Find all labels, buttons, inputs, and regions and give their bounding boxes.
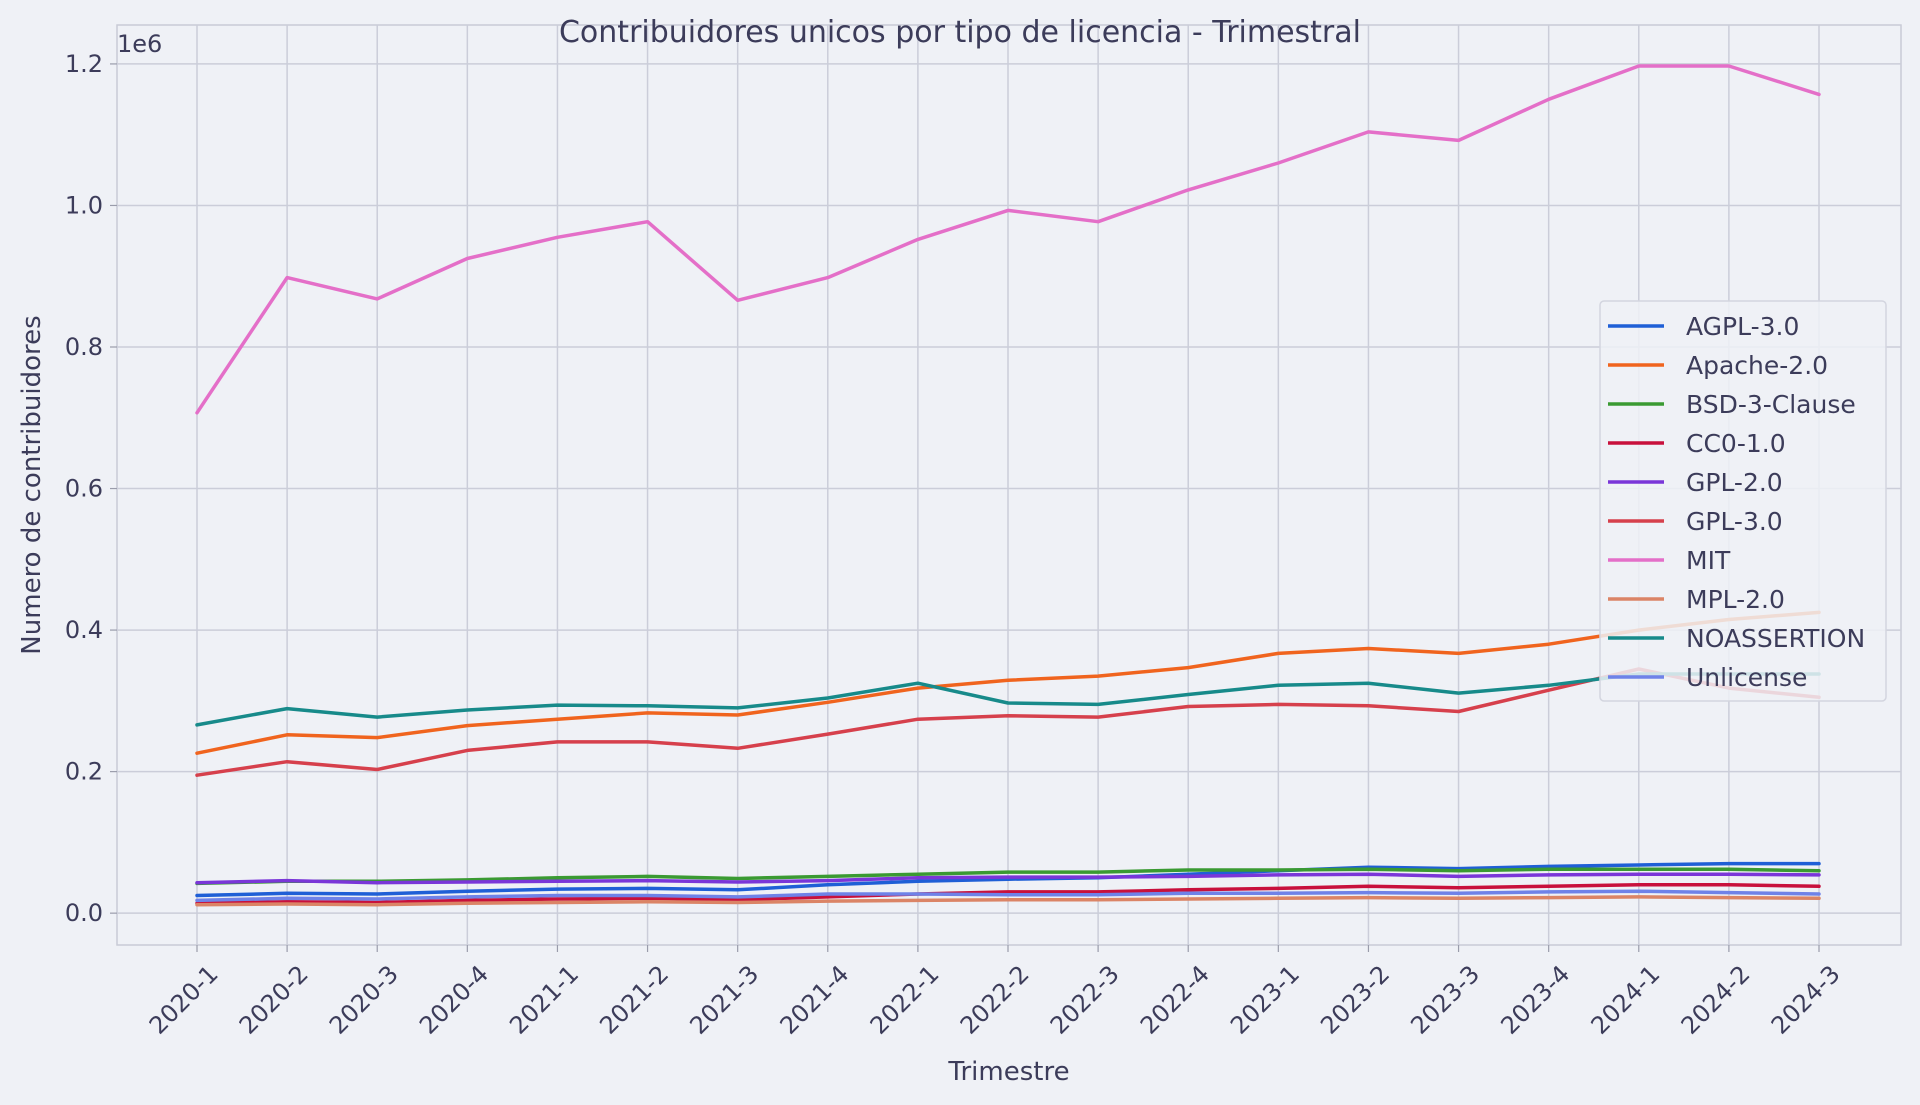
legend-label: Apache-2.0 — [1686, 351, 1828, 380]
x-tick-label: 2023-3 — [1405, 960, 1485, 1040]
series-line-unlicense — [195, 889, 1821, 903]
y-tick-label: 0.8 — [65, 333, 103, 361]
x-tick-label: 2023-2 — [1315, 960, 1395, 1040]
y-axis: 0.0 0.2 0.4 0.6 0.8 1.0 1.2 — [65, 50, 117, 927]
x-tick-label: 2022-4 — [1135, 960, 1215, 1040]
x-tick-label: 2024-2 — [1676, 960, 1756, 1040]
x-tick-label: 2020-4 — [414, 960, 494, 1040]
legend-label: GPL-2.0 — [1686, 468, 1783, 497]
x-tick-label: 2024-1 — [1586, 960, 1666, 1040]
x-tick-label: 2020-2 — [234, 960, 314, 1040]
legend-item: GPL-2.0 — [1608, 468, 1783, 497]
x-tick-label: 2021-4 — [775, 960, 855, 1040]
legend-item: Unlicense — [1608, 663, 1807, 692]
x-tick-label: 2021-2 — [594, 960, 674, 1040]
legend-item: Apache-2.0 — [1608, 351, 1828, 380]
y-tick-label: 0.6 — [65, 475, 103, 503]
x-axis-label: Trimestre — [947, 1057, 1069, 1087]
legend-item: NOASSERTION — [1608, 624, 1865, 653]
legend-label: CC0-1.0 — [1686, 429, 1786, 458]
legend-label: AGPL-3.0 — [1686, 312, 1799, 341]
y-tick-label: 0.4 — [65, 616, 103, 644]
legend-label: GPL-3.0 — [1686, 507, 1783, 536]
series-line-apache-2-0 — [195, 610, 1821, 755]
x-tick-label: 2023-4 — [1495, 960, 1575, 1040]
x-tick-label: 2022-3 — [1045, 960, 1125, 1040]
legend-label: MIT — [1686, 546, 1731, 575]
legend-item: AGPL-3.0 — [1608, 312, 1799, 341]
legend-label: BSD-3-Clause — [1686, 390, 1856, 419]
legend-label: NOASSERTION — [1686, 624, 1865, 653]
y-tick-label: 0.0 — [65, 899, 103, 927]
x-tick-label: 2021-3 — [684, 960, 764, 1040]
series-line-mit — [195, 64, 1821, 415]
legend-item: CC0-1.0 — [1608, 429, 1786, 458]
series-line-cc0-1-0 — [195, 883, 1821, 905]
y-axis-label: Numero de contribuidores — [17, 315, 47, 654]
series-line-agpl-3-0 — [195, 861, 1821, 898]
legend-label: Unlicense — [1686, 663, 1807, 692]
x-axis: 2020-1 2020-2 2020-3 2020-4 2021-1 2021-2 2021… — [144, 945, 1846, 1040]
legend-item: BSD-3-Clause — [1608, 390, 1856, 419]
legend-label: MPL-2.0 — [1686, 585, 1785, 614]
x-tick-label: 2020-3 — [324, 960, 404, 1040]
legend-box — [1599, 300, 1887, 702]
series-line-mpl-2-0 — [195, 895, 1821, 907]
series-line-gpl-3-0 — [195, 667, 1821, 777]
series-layer — [195, 64, 1821, 907]
series-line-gpl-2-0 — [195, 872, 1821, 885]
x-tick-label: 2020-1 — [144, 960, 224, 1040]
y-tick-label: 1.2 — [65, 50, 103, 78]
y-tick-label: 0.2 — [65, 758, 103, 786]
x-tick-label: 2022-2 — [955, 960, 1035, 1040]
x-tick-label: 2022-1 — [865, 960, 945, 1040]
legend-item: MPL-2.0 — [1608, 585, 1785, 614]
y-offset-label: 1e6 — [117, 30, 162, 58]
x-tick-label: 2023-1 — [1225, 960, 1305, 1040]
series-line-bsd-3-clause — [195, 867, 1821, 886]
series-line-noassertion — [195, 672, 1821, 727]
x-tick-label: 2024-3 — [1766, 960, 1846, 1040]
legend: AGPL-3.0 Apache-2.0 BSD-3-Clause CC0-1.0 GPL… — [1599, 300, 1887, 702]
x-tick-label: 2021-1 — [504, 960, 584, 1040]
legend-item: GPL-3.0 — [1608, 507, 1783, 536]
legend-item: MIT — [1608, 546, 1731, 575]
chart-title: Contribuidores unicos por tipo de licenc… — [559, 15, 1361, 50]
y-tick-label: 1.0 — [65, 191, 103, 219]
